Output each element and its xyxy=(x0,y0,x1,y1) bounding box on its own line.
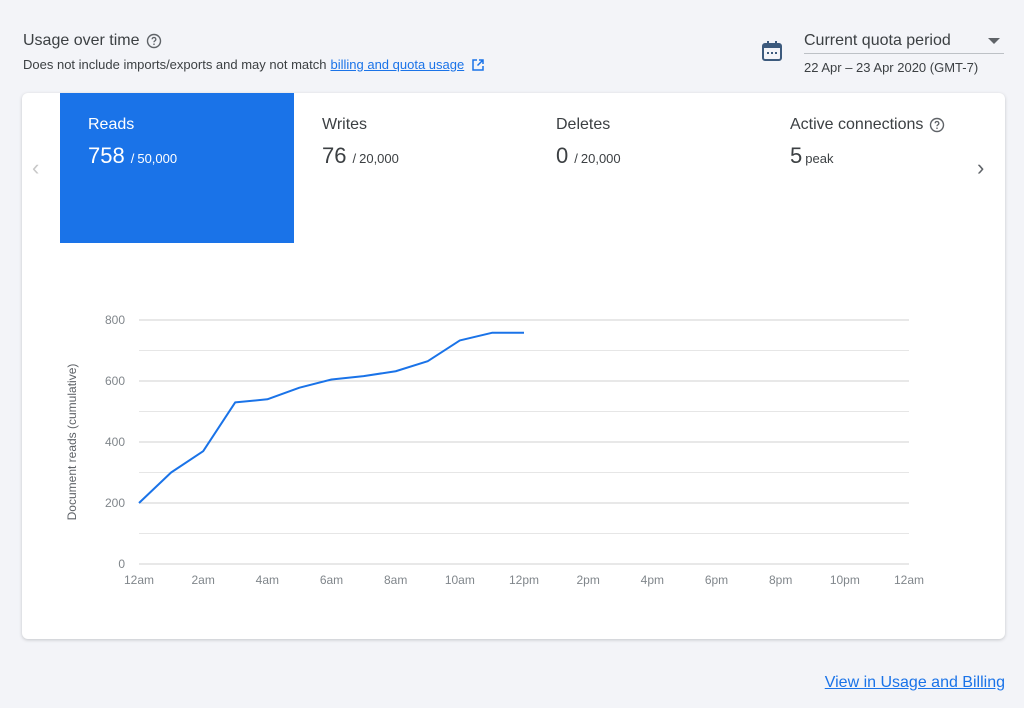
y-tick-label: 400 xyxy=(105,435,125,449)
x-tick-label: 12am xyxy=(894,573,924,587)
tile-writes[interactable]: Writes 76 / 20,000 xyxy=(294,93,528,243)
tile-value-row: 76 / 20,000 xyxy=(322,143,399,169)
x-tick-label: 12am xyxy=(124,573,154,587)
tile-label: Reads xyxy=(88,116,135,133)
x-tick-label: 8pm xyxy=(769,573,792,587)
x-tick-label: 10pm xyxy=(830,573,860,587)
x-tick-label: 12pm xyxy=(509,573,539,587)
x-tick-label: 2pm xyxy=(576,573,599,587)
tile-separator: / xyxy=(130,151,135,166)
section-title: Usage over time xyxy=(23,32,140,49)
x-tick-label: 4pm xyxy=(641,573,664,587)
y-tick-label: 200 xyxy=(105,496,125,510)
tile-value: 758 xyxy=(88,143,125,168)
x-tick-label: 6am xyxy=(320,573,343,587)
x-tick-label: 10am xyxy=(445,573,475,587)
tile-limit: 20,000 xyxy=(359,151,399,166)
x-tick-label: 2am xyxy=(191,573,214,587)
period-label: Current quota period xyxy=(804,32,951,49)
tile-limit: 50,000 xyxy=(137,151,178,166)
external-link-icon[interactable] xyxy=(471,58,485,72)
tile-label: Deletes xyxy=(556,116,611,133)
x-tick-label: 6pm xyxy=(705,573,728,587)
period-range: 22 Apr – 23 Apr 2020 (GMT-7) xyxy=(804,60,979,75)
tile-limit: peak xyxy=(805,151,834,166)
x-tick-label: 8am xyxy=(384,573,407,587)
tile-value-row: 5 peak xyxy=(790,143,833,169)
tile-active-connections[interactable]: Active connections 5 peak xyxy=(762,93,996,243)
y-tick-label: 800 xyxy=(105,313,125,327)
tile-value: 76 xyxy=(322,143,347,168)
y-tick-label: 600 xyxy=(105,374,125,388)
x-tick-label: 4am xyxy=(256,573,279,587)
subtitle-text: Does not include imports/exports and may… xyxy=(23,57,327,72)
tile-separator: / xyxy=(352,151,357,166)
help-icon[interactable] xyxy=(146,33,162,49)
usage-header: Usage over time Does not include imports… xyxy=(23,32,485,72)
y-axis-title: Document reads (cumulative) xyxy=(65,364,79,521)
tile-value-row: 758 / 50,000 xyxy=(88,143,177,169)
tile-value: 0 xyxy=(556,143,569,168)
next-metrics-button[interactable]: › xyxy=(977,155,985,180)
tile-reads[interactable]: Reads 758 / 50,000 xyxy=(60,93,294,243)
previous-metrics-button[interactable]: ‹ xyxy=(32,155,40,180)
calendar-icon xyxy=(760,39,784,63)
reads-line-chart: 0 200 400 600 800 12am 2am 4am 6am 8am 10am 12pm 2pm… xyxy=(65,313,924,587)
reads-series-line xyxy=(138,331,524,504)
billing-quota-link[interactable]: billing and quota usage xyxy=(330,57,465,72)
view-usage-billing-link[interactable]: View in Usage and Billing xyxy=(824,674,1005,691)
tile-deletes[interactable]: Deletes 0 / 20,000 xyxy=(528,93,762,243)
tile-label-row: Active connections xyxy=(790,116,945,134)
help-icon[interactable] xyxy=(929,117,945,133)
y-tick-label: 0 xyxy=(118,557,125,571)
tile-separator: / xyxy=(574,151,578,166)
subtitle: Does not include imports/exports and may… xyxy=(23,57,485,72)
chevron-down-icon[interactable] xyxy=(988,38,1000,44)
period-text: Current quota period 22 Apr – 23 Apr 202… xyxy=(804,32,1004,75)
tile-limit: 20,000 xyxy=(580,151,621,166)
tile-value-row: 0 / 20,000 xyxy=(556,143,621,169)
tile-label: Active connections xyxy=(790,116,924,133)
tile-label: Writes xyxy=(322,116,368,133)
quota-period-selector[interactable]: Current quota period 22 Apr – 23 Apr 202… xyxy=(760,32,1004,75)
period-dropdown[interactable]: Current quota period xyxy=(804,32,1004,54)
title-row: Usage over time xyxy=(23,32,485,50)
tile-value: 5 xyxy=(790,143,803,168)
usage-card: ‹ Reads 758 / 50,000 Writes 76 / 20,000 … xyxy=(22,93,1005,639)
